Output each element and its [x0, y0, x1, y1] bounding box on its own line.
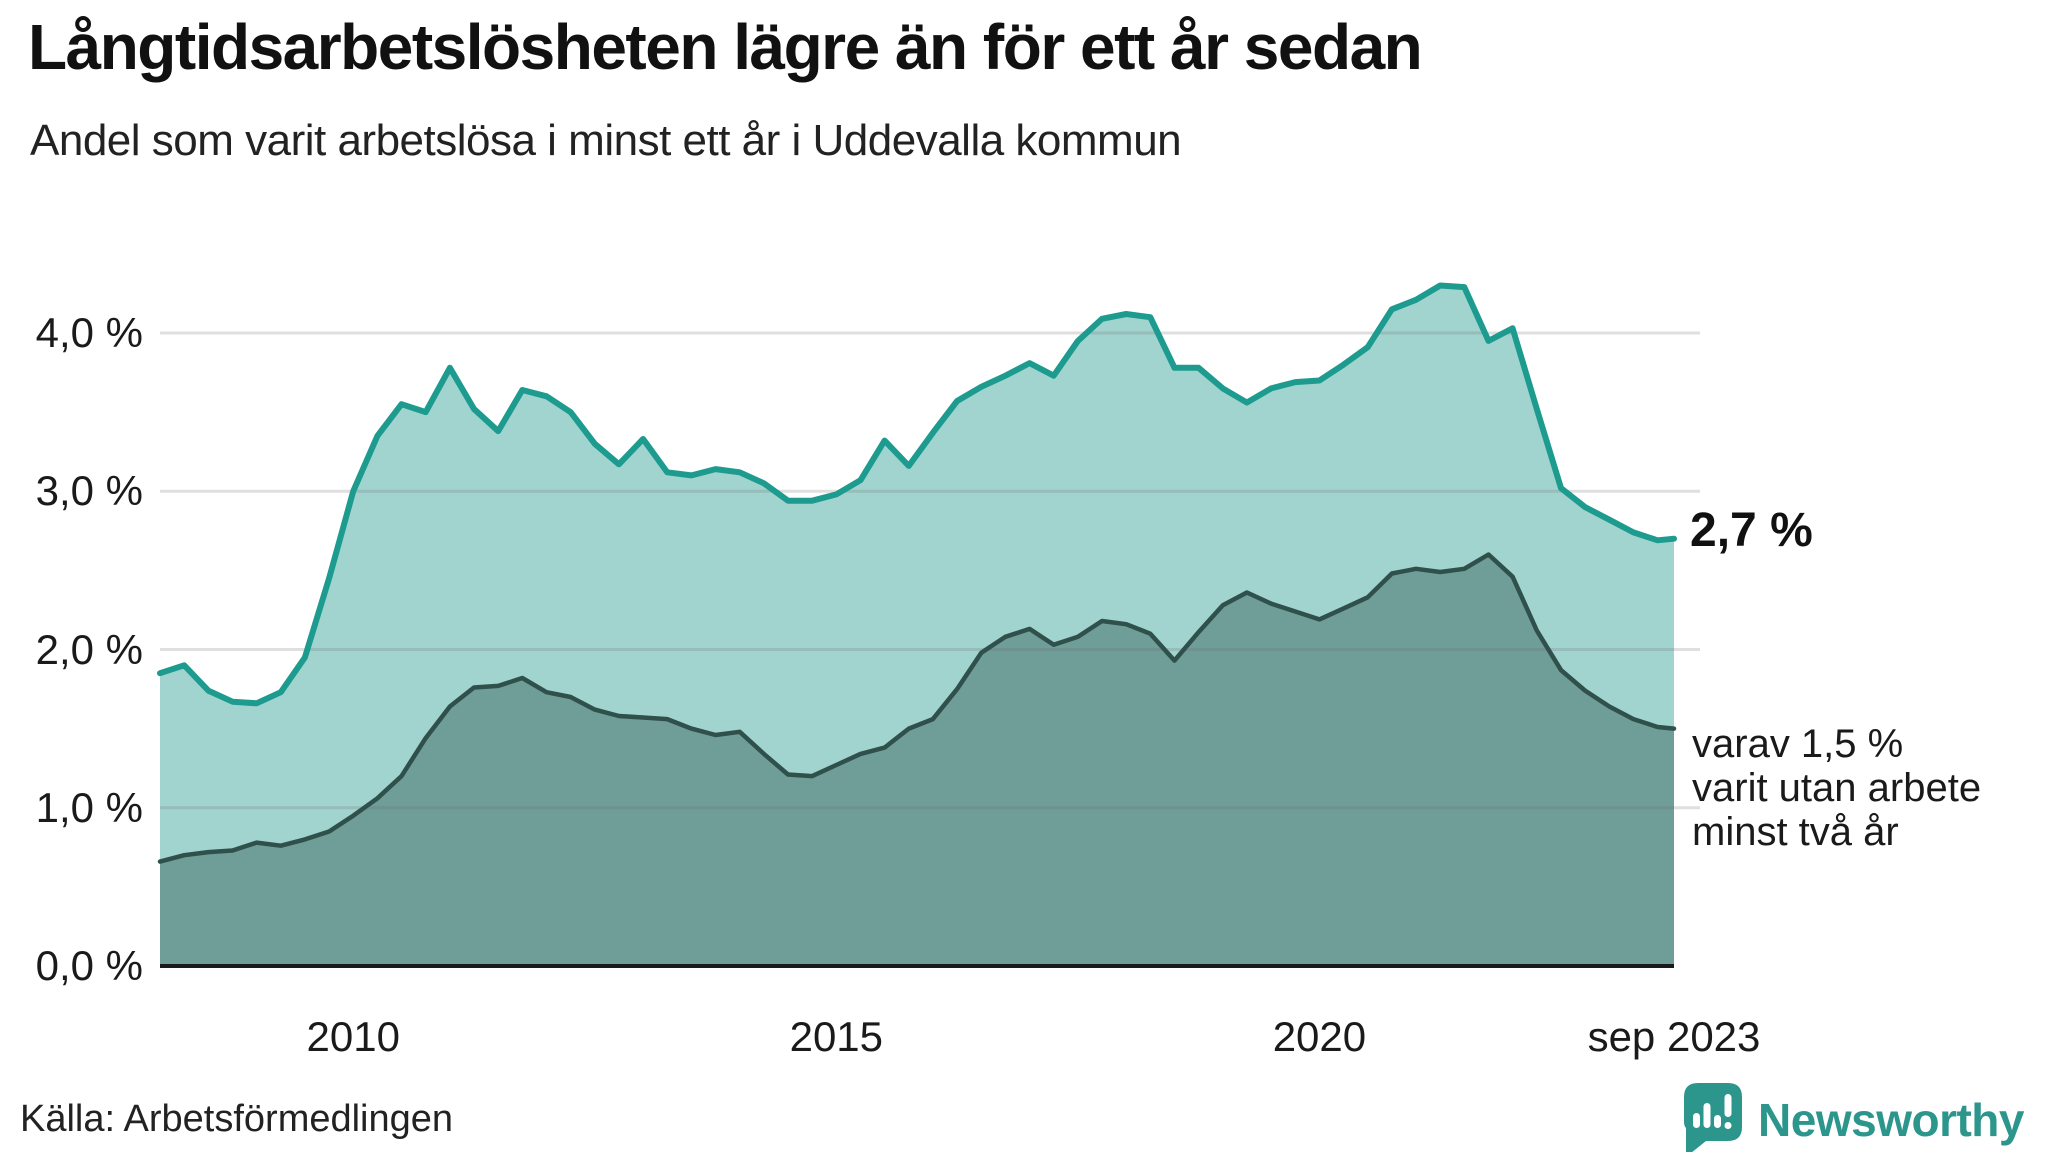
y-tick-label-4pct: 4,0 %	[35, 309, 143, 356]
two-year-line	[157, 552, 1677, 864]
x-tick-label-2015: 2015	[789, 1013, 884, 1060]
newsworthy-logo: Newsworthy	[1682, 1082, 2024, 1152]
page-subtitle: Andel som varit arbetslösa i minst ett å…	[30, 116, 1182, 165]
two-year-annotation-line: varav 1,5 %	[1692, 722, 1904, 766]
two-year-annotation-line: minst två år	[1692, 810, 1899, 854]
two-year-annotation: varav 1,5 % varit utan arbete minst två år	[1692, 722, 1981, 854]
two-year-annotation-line: varit utan arbete	[1692, 766, 1982, 810]
y-tick-label-2pct: 2,0 %	[35, 625, 143, 673]
page-title: Långtidsarbetslösheten lägre än för ett …	[28, 11, 1423, 83]
y-tick-label-3pct: 3,0 %	[35, 467, 143, 515]
y-tick-label-1pct: 1,0 %	[35, 783, 143, 831]
two-year-area-fill	[160, 554, 1674, 966]
source-note: Källa: Arbetsförmedlingen	[20, 1098, 454, 1140]
x-tick-label-2010: 2010	[306, 1013, 400, 1060]
total-line	[157, 282, 1677, 707]
latest-value-label: 2,7 %	[1690, 504, 1813, 557]
x-tick-label-2020: 2020	[1272, 1013, 1367, 1060]
newsworthy-wordmark: Newsworthy	[1758, 1094, 2024, 1146]
y-tick-label-0pct: 0,0 %	[35, 942, 143, 989]
newsworthy-bubble-icon	[1684, 1083, 1743, 1152]
x-tick-label-sep-2023: sep 2023	[1587, 1013, 1761, 1060]
